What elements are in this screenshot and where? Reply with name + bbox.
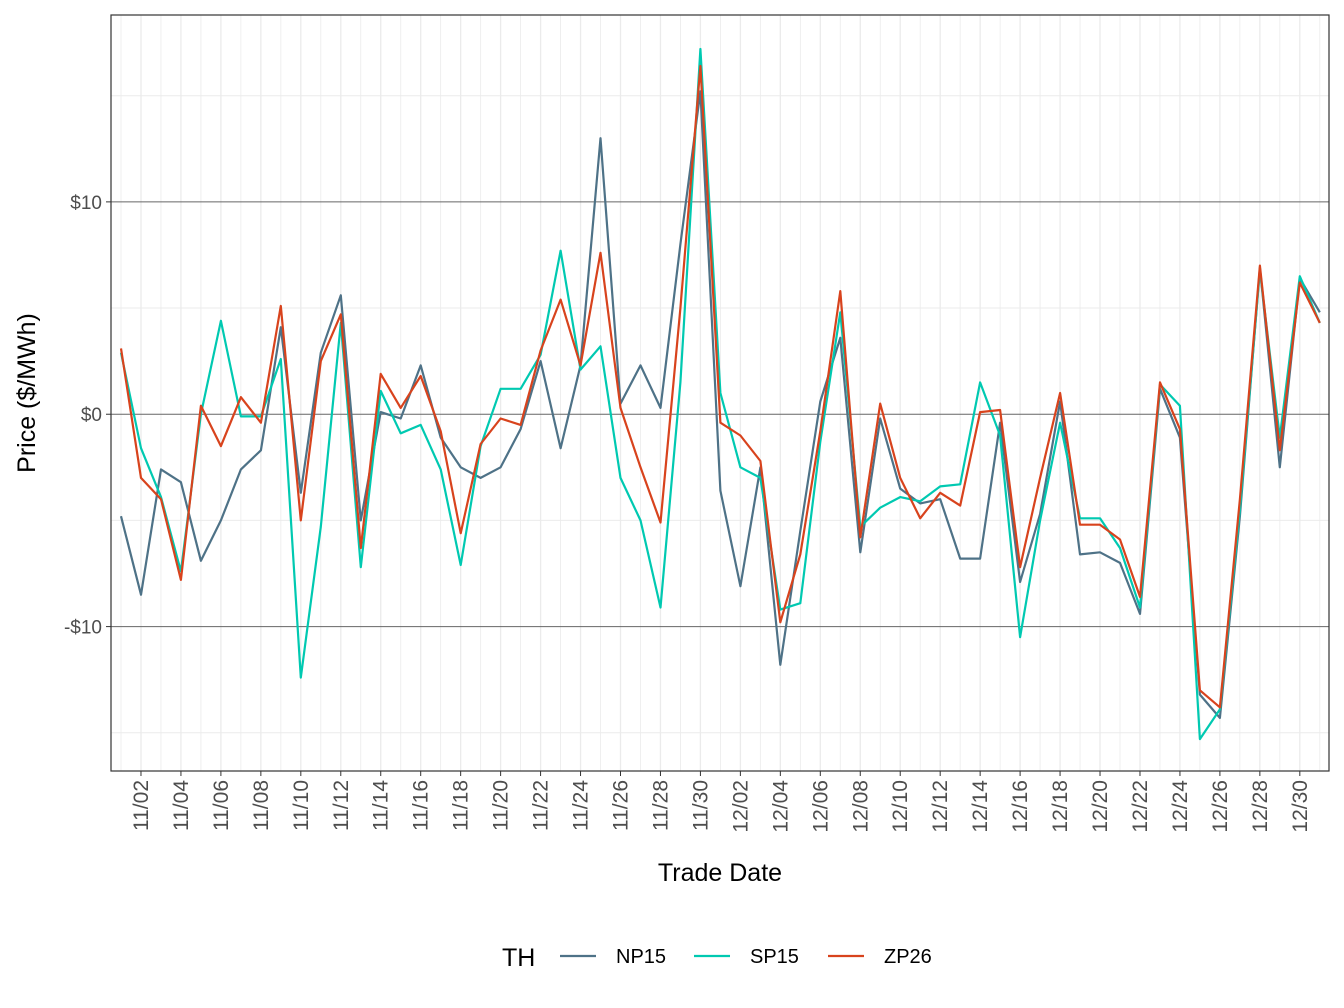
x-tick-label: 12/22 — [1129, 780, 1152, 833]
x-tick-label: 12/14 — [969, 780, 992, 833]
x-tick-label: 11/20 — [490, 780, 513, 831]
x-tick-label: 12/20 — [1089, 780, 1112, 833]
legend-label-sp15: SP15 — [750, 946, 799, 968]
x-tick-label: 11/06 — [210, 780, 233, 831]
x-tick-label: 11/22 — [530, 780, 553, 831]
x-tick-label: 11/14 — [370, 780, 393, 831]
x-tick-label: 11/26 — [610, 780, 633, 831]
x-axis-title: Trade Date — [658, 859, 782, 887]
x-tick-label: 11/18 — [450, 780, 473, 831]
x-tick-label: 12/08 — [849, 780, 872, 833]
x-axis: 11/02 11/04 11/06 11/08 11/10 11/12 11/14 11/16… — [130, 771, 1312, 833]
y-axis: -$10 $0 $10 — [64, 193, 111, 639]
legend: TH NP15 SP15 ZP26 — [502, 944, 932, 972]
x-tick-label: 12/04 — [769, 780, 792, 833]
x-tick-label: 12/18 — [1049, 780, 1072, 833]
x-tick-label: 12/12 — [929, 780, 952, 833]
x-tick-label: 12/26 — [1209, 780, 1232, 833]
panel-border — [110, 14, 1330, 772]
x-tick-label: 12/30 — [1289, 780, 1312, 833]
x-tick-label: 11/24 — [570, 780, 593, 831]
x-tick-label: 11/10 — [290, 780, 313, 831]
y-axis-title: Price ($/MWh) — [13, 313, 41, 473]
x-tick-label: 11/08 — [250, 780, 273, 831]
legend-title: TH — [502, 944, 535, 972]
series-line-zp26 — [119, 64, 1321, 709]
y-tick-label: $0 — [81, 405, 102, 426]
x-tick-label: 11/16 — [410, 780, 433, 831]
series-line-np15 — [119, 90, 1321, 720]
y-tick-label: $10 — [70, 193, 102, 214]
legend-label-zp26: ZP26 — [884, 946, 932, 968]
x-tick-label: 12/06 — [809, 780, 832, 833]
x-tick-label: 11/28 — [649, 780, 672, 831]
x-tick-label: 11/04 — [170, 780, 193, 831]
x-tick-label: 12/16 — [1009, 780, 1032, 833]
x-tick-label: 11/12 — [330, 780, 353, 831]
x-tick-label: 12/24 — [1169, 780, 1192, 833]
y-tick-label: -$10 — [64, 618, 102, 639]
grid — [111, 15, 1329, 771]
x-tick-label: 12/10 — [889, 780, 912, 833]
x-tick-label: 11/30 — [689, 780, 712, 831]
x-tick-label: 11/02 — [130, 780, 153, 831]
series-line-sp15 — [119, 47, 1321, 741]
x-tick-label: 12/02 — [729, 780, 752, 833]
series-lines — [119, 47, 1321, 741]
x-tick-label: 12/28 — [1249, 780, 1272, 833]
legend-label-np15: NP15 — [616, 946, 666, 968]
